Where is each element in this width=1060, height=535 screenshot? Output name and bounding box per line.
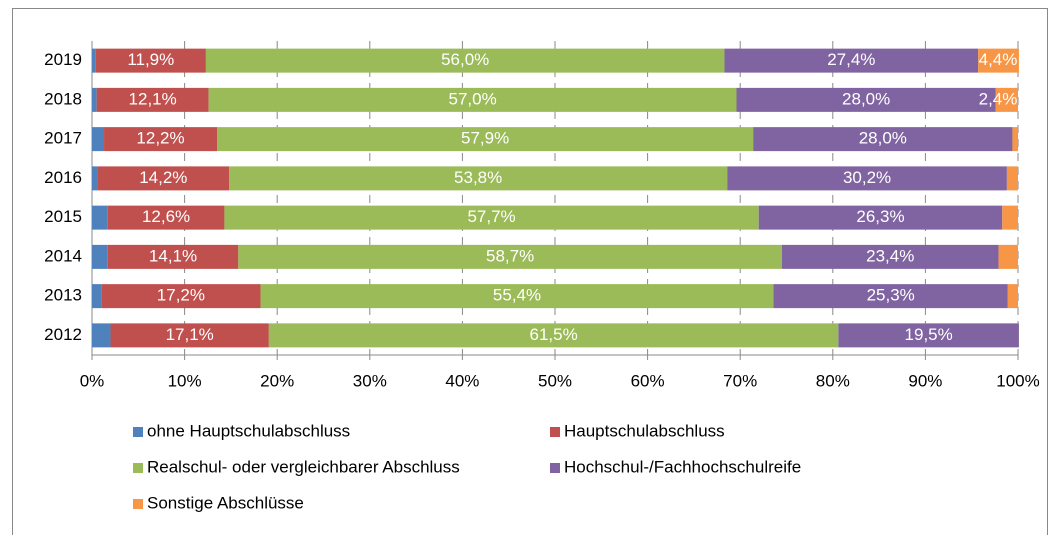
x-tick-label: 90% bbox=[908, 371, 942, 390]
bar-segment bbox=[238, 244, 782, 269]
bar-segment bbox=[96, 87, 209, 112]
bar-segment bbox=[724, 48, 979, 73]
x-tick-label: 100% bbox=[996, 371, 1039, 390]
bar-segment bbox=[753, 127, 1013, 152]
bar-segment bbox=[978, 48, 1019, 73]
bar-segment bbox=[107, 244, 239, 269]
legend-swatch bbox=[550, 463, 560, 473]
value-label: 2,4% bbox=[979, 89, 1018, 108]
x-tick-label: 50% bbox=[538, 371, 572, 390]
value-label: 58,7% bbox=[486, 246, 534, 265]
legend-label: Sonstige Abschlüsse bbox=[147, 493, 304, 512]
bar-segment bbox=[995, 87, 1018, 112]
value-label: 56,0% bbox=[441, 50, 489, 69]
bar-segment bbox=[92, 323, 111, 348]
value-label: 30,2% bbox=[843, 168, 891, 187]
value-label: 53,8% bbox=[454, 168, 502, 187]
y-tick-label: 2017 bbox=[44, 129, 82, 148]
bar-segment bbox=[110, 323, 269, 348]
bar-segment bbox=[92, 166, 98, 191]
bar-segment bbox=[97, 166, 230, 191]
value-label: 55,4% bbox=[493, 286, 541, 305]
x-tick-label: 20% bbox=[260, 371, 294, 390]
bar-segment bbox=[92, 205, 108, 230]
legend-label: Hochschul-/Fachhochschulreife bbox=[564, 457, 801, 476]
bar-segment bbox=[1012, 127, 1018, 152]
value-label: 17,2% bbox=[157, 286, 205, 305]
bar-segment bbox=[1006, 166, 1018, 191]
y-tick-label: 2012 bbox=[44, 325, 82, 344]
bar-segment bbox=[92, 127, 105, 152]
bar-segment bbox=[1007, 284, 1018, 309]
x-tick-label: 10% bbox=[168, 371, 202, 390]
bar-segment bbox=[92, 48, 96, 73]
y-tick-label: 2018 bbox=[44, 89, 82, 108]
y-tick-label: 2014 bbox=[44, 246, 82, 265]
legend-label: Realschul- oder vergleichbarer Abschluss bbox=[147, 457, 460, 476]
value-label: 28,0% bbox=[842, 89, 890, 108]
value-label: 57,7% bbox=[467, 207, 515, 226]
y-tick-label: 2013 bbox=[44, 286, 82, 305]
bar-segment bbox=[268, 323, 839, 348]
bar-segment bbox=[205, 48, 725, 73]
bar-segment bbox=[1002, 205, 1018, 230]
legend-swatch bbox=[550, 427, 560, 437]
value-label: 17,1% bbox=[166, 325, 214, 344]
x-tick-label: 40% bbox=[445, 371, 479, 390]
bar-segment bbox=[773, 284, 1008, 309]
value-label: 26,3% bbox=[856, 207, 904, 226]
bar-segment bbox=[998, 244, 1018, 269]
bar-segment bbox=[838, 323, 1019, 348]
legend-swatch bbox=[133, 427, 143, 437]
bar-segment bbox=[95, 48, 206, 73]
value-label: 57,9% bbox=[461, 129, 509, 148]
x-tick-label: 30% bbox=[353, 371, 387, 390]
value-label: 14,2% bbox=[139, 168, 187, 187]
bar-segment bbox=[104, 127, 218, 152]
value-label: 19,5% bbox=[905, 325, 953, 344]
value-label: 27,4% bbox=[827, 50, 875, 69]
y-tick-label: 2016 bbox=[44, 168, 82, 187]
value-label: 4,4% bbox=[979, 50, 1018, 69]
value-label: 12,1% bbox=[129, 89, 177, 108]
x-tick-label: 60% bbox=[631, 371, 665, 390]
bar-segment bbox=[217, 127, 754, 152]
value-label: 14,1% bbox=[149, 246, 197, 265]
value-label: 61,5% bbox=[530, 325, 578, 344]
bar-segment bbox=[92, 87, 97, 112]
bar-segment bbox=[224, 205, 759, 230]
y-tick-label: 2019 bbox=[44, 50, 82, 69]
bar-segment bbox=[736, 87, 996, 112]
bar-segment bbox=[92, 244, 108, 269]
value-label: 12,6% bbox=[142, 207, 190, 226]
bar-segment bbox=[92, 284, 102, 309]
bar-segment bbox=[101, 284, 261, 309]
bar-segment bbox=[208, 87, 737, 112]
value-label: 23,4% bbox=[866, 246, 914, 265]
legend-swatch bbox=[133, 463, 143, 473]
x-tick-label: 70% bbox=[723, 371, 757, 390]
bar-segment bbox=[758, 205, 1003, 230]
value-label: 11,9% bbox=[127, 50, 174, 69]
legend-label: Hauptschulabschluss bbox=[564, 421, 725, 440]
chart-frame bbox=[12, 8, 1048, 535]
bar-segment bbox=[107, 205, 225, 230]
legend-swatch bbox=[133, 499, 143, 509]
value-label: 57,0% bbox=[448, 89, 496, 108]
y-tick-label: 2015 bbox=[44, 207, 82, 226]
bar-segment bbox=[727, 166, 1007, 191]
x-tick-label: 80% bbox=[816, 371, 850, 390]
legend-label: ohne Hauptschulabschluss bbox=[147, 421, 350, 440]
bar-segment bbox=[260, 284, 774, 309]
bar-segment bbox=[229, 166, 728, 191]
x-tick-label: 0% bbox=[80, 371, 105, 390]
value-label: 25,3% bbox=[867, 286, 915, 305]
value-label: 12,2% bbox=[136, 129, 184, 148]
bar-segment bbox=[781, 244, 999, 269]
value-label: 28,0% bbox=[859, 129, 907, 148]
